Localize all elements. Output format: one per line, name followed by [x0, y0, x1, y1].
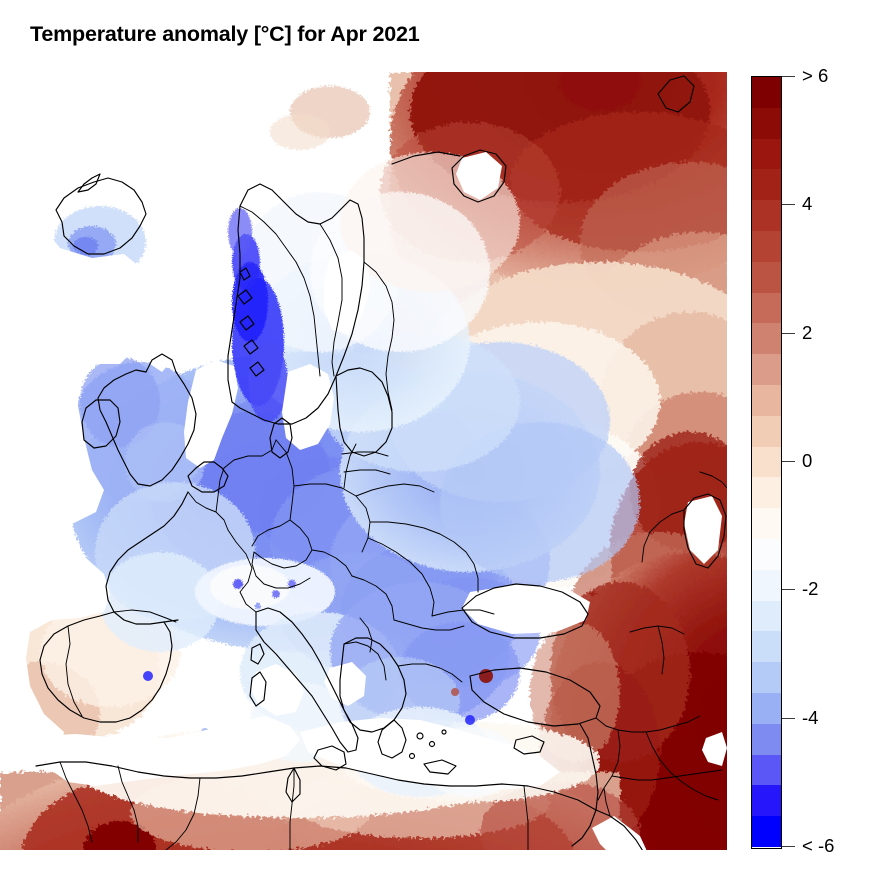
colorbar-band [752, 785, 781, 817]
colorbar-tick [782, 76, 795, 77]
colorbar-band [752, 138, 781, 170]
anomaly-map [0, 72, 727, 850]
colorbar-band [752, 754, 781, 786]
map-canvas [0, 72, 727, 850]
colorbar-tick-label: > 6 [802, 65, 829, 86]
colorbar-band [752, 323, 781, 355]
colorbar-band [752, 816, 781, 847]
colorbar-band [752, 662, 781, 693]
colorbar-band [752, 292, 781, 324]
colorbar-band [752, 508, 781, 539]
page-title: Temperature anomaly [°C] for Apr 2021 [30, 22, 420, 46]
colorbar-tick [782, 589, 795, 591]
colorbar-band [752, 538, 781, 570]
colorbar-band [752, 200, 781, 231]
colorbar-tick [782, 461, 795, 462]
colorbar-band [752, 446, 781, 478]
ocean-mask [0, 72, 727, 850]
colorbar-gradient [751, 76, 782, 849]
colorbar-tick-label: 4 [802, 193, 813, 215]
colorbar-band [752, 415, 781, 447]
colorbar-tick [782, 717, 795, 719]
colorbar-tick-label: < -6 [802, 835, 835, 856]
colorbar-band [752, 261, 781, 293]
colorbar-tick [782, 204, 795, 206]
colorbar-band [752, 569, 781, 601]
colorbar-band [752, 384, 781, 416]
colorbar-band [752, 723, 781, 755]
colorbar-band [752, 477, 781, 509]
colorbar-tick [782, 846, 795, 847]
colorbar: > 6 4 2 0 -2 -4 < -6 [751, 65, 875, 856]
colorbar-band [752, 631, 781, 663]
colorbar-band [752, 77, 781, 108]
colorbar-band [752, 600, 781, 632]
colorbar-tick-label: -4 [802, 706, 819, 728]
colorbar-band [752, 230, 781, 262]
colorbar-tick-label: 0 [802, 450, 813, 471]
colorbar-tick-label: 2 [802, 321, 813, 343]
colorbar-band [752, 354, 781, 385]
coastline-and-borders [35, 75, 727, 850]
colorbar-band [752, 692, 781, 724]
colorbar-band [752, 107, 781, 139]
colorbar-band [752, 169, 781, 201]
colorbar-tick-label: -2 [802, 578, 819, 600]
colorbar-tick [782, 332, 795, 334]
